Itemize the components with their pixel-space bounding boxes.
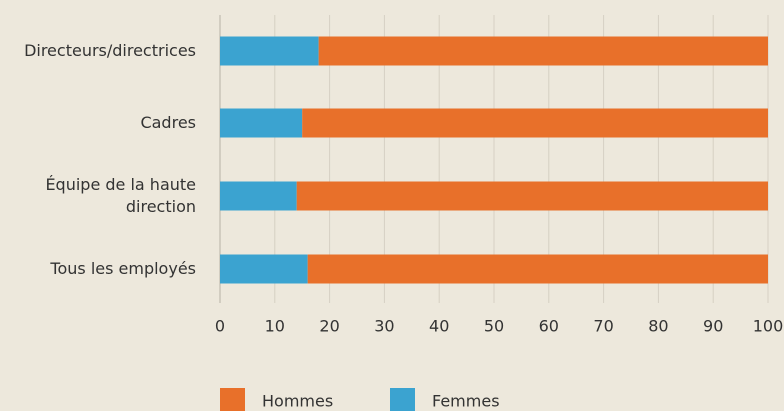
x-tick-label: 60 — [539, 317, 559, 336]
bar-segment — [220, 181, 297, 211]
bar-segment — [307, 254, 768, 284]
x-tick-label: 10 — [265, 317, 285, 336]
y-tick-label: Tous les employés — [50, 259, 196, 278]
legend-swatch — [220, 388, 245, 411]
legend-swatch — [390, 388, 415, 411]
bar-segment — [220, 108, 303, 138]
bar-segment — [302, 108, 768, 138]
y-tick-label: Équipe de la haute direction — [45, 175, 196, 216]
x-tick-label: 0 — [215, 317, 225, 336]
x-tick-label: 50 — [484, 317, 504, 336]
x-tick-label: 90 — [703, 317, 723, 336]
x-tick-label: 20 — [319, 317, 339, 336]
bar-segment — [296, 181, 768, 211]
x-tick-label: 30 — [374, 317, 394, 336]
y-tick-label: Cadres — [140, 113, 196, 132]
bar-segment — [220, 36, 319, 66]
bar-segment — [220, 254, 308, 284]
legend-label: Femmes — [432, 392, 500, 411]
x-tick-label: 70 — [593, 317, 613, 336]
legend-label: Hommes — [262, 392, 333, 411]
x-tick-label: 80 — [648, 317, 668, 336]
x-tick-label: 100 — [753, 317, 784, 336]
y-tick-label: Directeurs/directrices — [24, 41, 196, 60]
x-tick-label: 40 — [429, 317, 449, 336]
bar-segment — [318, 36, 768, 66]
